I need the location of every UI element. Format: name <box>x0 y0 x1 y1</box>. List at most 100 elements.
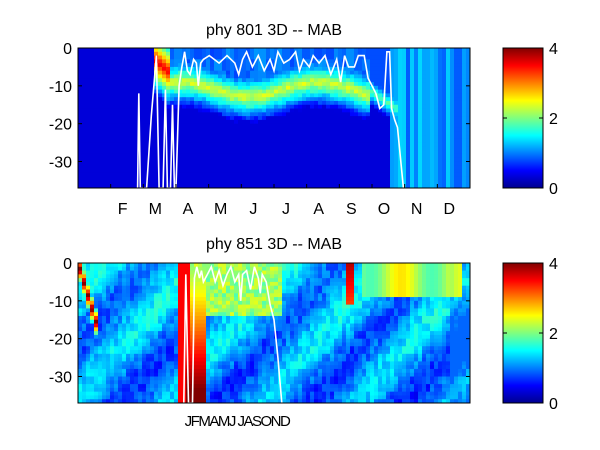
heatmap-cell <box>382 176 387 181</box>
heatmap-cell <box>146 323 151 328</box>
heatmap-cell <box>122 70 127 75</box>
heatmap-cell <box>450 180 455 185</box>
heatmap-cell <box>370 169 375 174</box>
heatmap-cell <box>174 119 179 125</box>
heatmap-cell <box>94 74 99 79</box>
heatmap-cell <box>122 131 127 136</box>
heatmap-cell <box>170 327 175 332</box>
heatmap-cell <box>282 66 287 72</box>
heatmap-cell <box>170 361 175 366</box>
heatmap-cell <box>398 100 403 106</box>
heatmap-cell <box>138 387 143 393</box>
heatmap-cell <box>78 293 83 298</box>
heatmap-cell <box>298 161 303 166</box>
heatmap-cell <box>398 135 403 140</box>
heatmap-cell <box>142 100 147 106</box>
heatmap-cell <box>102 123 107 128</box>
heatmap-cell <box>146 119 151 125</box>
x-tick-label: S <box>346 201 357 218</box>
heatmap-cell <box>198 365 203 370</box>
heatmap-cell <box>354 85 359 91</box>
heatmap-cell <box>194 391 199 396</box>
heatmap-cell <box>206 119 211 125</box>
heatmap-cell <box>330 82 335 87</box>
heatmap-cell <box>102 285 107 290</box>
heatmap-cell <box>242 138 247 144</box>
heatmap-cell <box>274 63 279 68</box>
heatmap-cell <box>138 395 143 400</box>
heatmap-cell <box>410 135 415 140</box>
heatmap-cell <box>230 116 235 121</box>
heatmap-cell <box>418 131 423 136</box>
heatmap-cell <box>82 346 87 351</box>
heatmap-cell <box>182 66 187 72</box>
heatmap-cell <box>314 85 319 91</box>
heatmap-cell <box>122 116 127 121</box>
heatmap-cell <box>122 82 127 87</box>
heatmap-cell <box>206 116 211 121</box>
heatmap-cell <box>210 93 215 98</box>
heatmap-cell <box>326 172 331 178</box>
heatmap-cell <box>362 165 367 170</box>
heatmap-cell <box>238 150 243 155</box>
heatmap-cell <box>194 327 199 332</box>
heatmap-cell <box>142 380 147 385</box>
heatmap-cell <box>442 100 447 106</box>
heatmap-cell <box>270 97 275 102</box>
heatmap-cell <box>334 97 339 102</box>
heatmap-cell <box>106 297 111 302</box>
x-tick-label: J <box>249 201 257 218</box>
heatmap-cell <box>258 142 263 147</box>
heatmap-cell <box>322 51 327 57</box>
heatmap-cell <box>198 372 203 378</box>
heatmap-cell <box>206 89 211 94</box>
heatmap-cell <box>406 104 411 110</box>
heatmap-cell <box>78 119 83 125</box>
heatmap-cell <box>154 365 159 370</box>
heatmap-cell <box>414 70 419 75</box>
heatmap-cell <box>218 312 223 317</box>
heatmap-cell <box>162 70 167 75</box>
heatmap-cell <box>118 395 123 400</box>
heatmap-cell <box>78 365 83 370</box>
heatmap-cell <box>118 82 123 87</box>
heatmap-cell <box>190 281 195 287</box>
heatmap-cell <box>90 387 95 393</box>
heatmap-cell <box>178 334 183 340</box>
heatmap-cell <box>250 131 255 136</box>
heatmap-cell <box>398 131 403 136</box>
heatmap-cell <box>126 153 131 159</box>
heatmap-cell <box>310 153 315 159</box>
heatmap-cell <box>102 281 107 287</box>
heatmap-cell <box>150 300 155 306</box>
heatmap-cell <box>318 85 323 91</box>
heatmap-cell <box>218 89 223 94</box>
heatmap-cell <box>86 300 91 306</box>
heatmap-cell <box>106 172 111 178</box>
heatmap-cell <box>222 142 227 147</box>
heatmap-cell <box>406 127 411 132</box>
heatmap-cell <box>170 180 175 185</box>
heatmap-cell <box>230 93 235 98</box>
heatmap-cell <box>122 289 127 294</box>
heatmap-cell <box>254 108 259 113</box>
heatmap-cell <box>166 342 171 347</box>
heatmap-cell <box>454 48 459 53</box>
heatmap-cell <box>442 82 447 87</box>
heatmap-cell <box>190 59 195 64</box>
heatmap-cell <box>126 93 131 98</box>
heatmap-cell <box>218 334 223 340</box>
heatmap-cell <box>246 150 251 155</box>
heatmap-cell <box>326 153 331 159</box>
heatmap-cell <box>430 119 435 125</box>
heatmap-cell <box>370 59 375 64</box>
heatmap-cell <box>146 357 151 362</box>
heatmap-cell <box>282 172 287 178</box>
heatmap-cell <box>330 59 335 64</box>
heatmap-cell <box>126 350 131 355</box>
heatmap-cell <box>118 112 123 117</box>
heatmap-cell <box>170 387 175 393</box>
heatmap-cell <box>314 51 319 57</box>
heatmap-cell <box>118 304 123 309</box>
heatmap-cell <box>402 70 407 75</box>
